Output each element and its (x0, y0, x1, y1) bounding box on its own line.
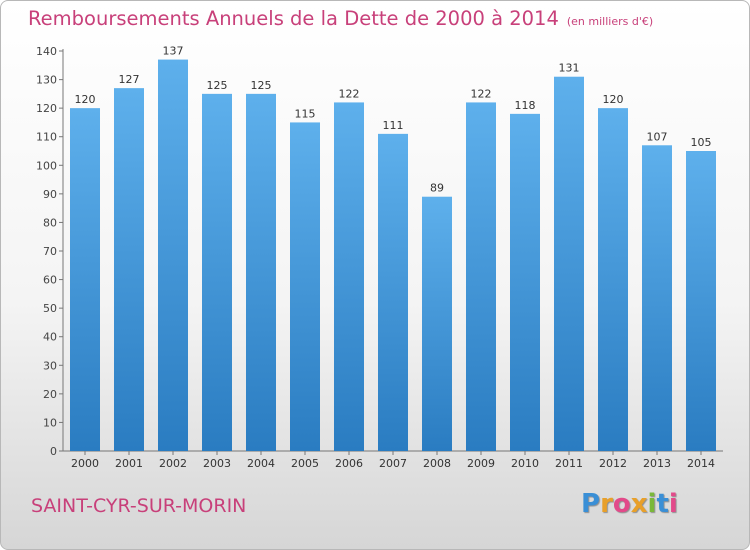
data-label-2000: 120 (75, 93, 96, 106)
bar-2006 (334, 102, 364, 451)
data-label-2012: 120 (603, 93, 624, 106)
y-tick-label: 60 (43, 274, 57, 287)
bar-2000 (70, 108, 100, 452)
logo-letter: o (612, 489, 631, 519)
y-tick-label: 110 (36, 131, 57, 144)
data-label-2014: 105 (691, 136, 712, 149)
x-tick-label-2013: 2013 (643, 457, 671, 470)
unit-label: (en milliers d'€) (566, 15, 654, 28)
bar-2004 (246, 93, 276, 451)
y-tick-label: 10 (43, 416, 57, 429)
data-label-2011: 131 (559, 62, 580, 75)
y-tick-label: 70 (43, 245, 57, 258)
city-name: SAINT-CYR-SUR-MORIN (31, 495, 247, 517)
data-label-2002: 137 (163, 45, 184, 58)
data-label-2003: 125 (207, 79, 228, 92)
data-label-2005: 115 (295, 107, 316, 120)
bar-2009 (466, 102, 496, 451)
y-tick-label: 130 (36, 74, 57, 87)
x-tick-label-2012: 2012 (599, 457, 627, 470)
logo-letter: P (581, 489, 601, 519)
data-label-2008: 89 (430, 182, 444, 195)
chart-title: Remboursements Annuels de la Dette de 20… (28, 7, 653, 30)
bar-2011 (554, 76, 584, 451)
bar-2003 (202, 93, 232, 451)
logo-letter: i (668, 489, 678, 519)
y-tick-label: 50 (43, 302, 57, 315)
y-tick-label: 140 (36, 45, 57, 58)
logo-letter: i (647, 489, 657, 519)
data-label-2007: 111 (383, 119, 404, 132)
y-tick-label: 100 (36, 159, 57, 172)
x-tick-label-2006: 2006 (335, 457, 363, 470)
data-label-2013: 107 (647, 130, 668, 143)
bar-2010 (510, 113, 540, 451)
x-tick-label-2000: 2000 (71, 457, 99, 470)
x-tick-label-2002: 2002 (159, 457, 187, 470)
y-tick-label: 30 (43, 359, 57, 372)
x-tick-label-2008: 2008 (423, 457, 451, 470)
bar-2008 (422, 196, 452, 451)
x-tick-label-2009: 2009 (467, 457, 495, 470)
x-tick-label-2003: 2003 (203, 457, 231, 470)
x-tick-label-2007: 2007 (379, 457, 407, 470)
y-tick-label: 0 (50, 445, 57, 458)
x-tick-label-2010: 2010 (511, 457, 539, 470)
bar-2012 (598, 108, 628, 452)
logo-letter: x (630, 489, 648, 519)
bar-2002 (158, 59, 188, 451)
logo-letter: r (600, 489, 613, 519)
y-tick-label: 90 (43, 188, 57, 201)
y-tick-label: 20 (43, 388, 57, 401)
bar-2013 (642, 145, 672, 452)
logo-letter: t (656, 489, 669, 519)
data-label-2001: 127 (119, 73, 140, 86)
bars (70, 59, 716, 452)
x-tick-label-2001: 2001 (115, 457, 143, 470)
x-tick-label-2011: 2011 (555, 457, 583, 470)
x-tick-label-2014: 2014 (687, 457, 715, 470)
y-tick-label: 40 (43, 331, 57, 344)
bar-2014 (686, 151, 716, 451)
bar-2007 (378, 133, 408, 451)
data-label-2004: 125 (251, 79, 272, 92)
y-tick-label: 80 (43, 216, 57, 229)
data-label-2006: 122 (339, 87, 360, 100)
x-tick-label-2004: 2004 (247, 457, 275, 470)
y-tick-label: 120 (36, 102, 57, 115)
data-labels: 120 127 137 125 125 115 122 111 89 122 118 131 120 10… (75, 45, 712, 195)
bar-2005 (290, 122, 320, 451)
data-label-2010: 118 (515, 99, 536, 112)
x-axis: 2000 2001 2002 2003 2004 2005 2006 2007 2008 2009… (71, 451, 715, 470)
proxiti-logo: Proxiti (581, 489, 678, 519)
data-label-2009: 122 (471, 87, 492, 100)
title-text: Remboursements Annuels de la Dette de 20… (28, 7, 559, 30)
x-tick-label-2005: 2005 (291, 457, 319, 470)
bar-2001 (114, 88, 144, 452)
